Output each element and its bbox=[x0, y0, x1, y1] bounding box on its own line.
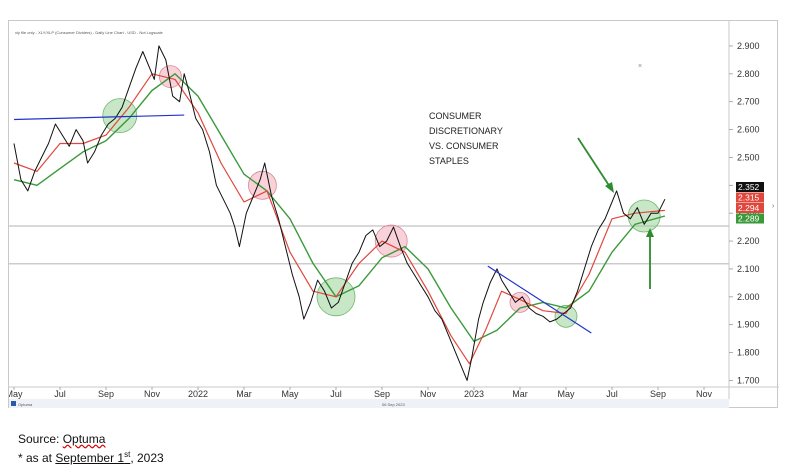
annotation-line-1: CONSUMER bbox=[429, 111, 482, 121]
trendline-0 bbox=[13, 114, 185, 121]
x-tick-label-8: Sep bbox=[374, 389, 390, 399]
y-tick-label-5: 2.200 bbox=[737, 236, 760, 246]
as-at-year: , 2023 bbox=[130, 451, 164, 465]
chart-frame: xly file only - XLY/XLP (Consumer Divide… bbox=[8, 20, 779, 408]
y-tick-label-8: 2.500 bbox=[737, 152, 760, 162]
price-tag-label-2: 2.294 bbox=[738, 203, 760, 213]
small-x-marker: × bbox=[638, 63, 642, 70]
annotation-line-4: STAPLES bbox=[429, 156, 469, 166]
x-tick-label-13: Jul bbox=[606, 389, 618, 399]
annotation-line-3: VS. CONSUMER bbox=[429, 141, 499, 151]
arrows: × bbox=[577, 63, 654, 289]
y-tick-label-0: 1.700 bbox=[737, 375, 760, 385]
watermark-bar bbox=[9, 399, 729, 408]
chart-header-text: xly file only - XLY/XLP (Consumer Divide… bbox=[15, 30, 163, 35]
price-tag-label-3: 2.289 bbox=[738, 214, 760, 224]
watermark-logo-icon bbox=[11, 401, 16, 406]
trendline-1 bbox=[487, 265, 592, 334]
green-circle-0 bbox=[102, 98, 138, 134]
x-tick-label-5: Mar bbox=[236, 389, 252, 399]
x-tick-label-12: May bbox=[557, 389, 575, 399]
y-tick-label-11: 2.800 bbox=[737, 69, 760, 79]
price-tag-bg-3 bbox=[736, 213, 764, 224]
y-tick-label-12: 2.900 bbox=[737, 41, 760, 51]
price-tag-bg-2 bbox=[736, 203, 764, 213]
y-tick-label-3: 2.000 bbox=[737, 292, 760, 302]
source-prefix: Source: bbox=[18, 432, 63, 446]
price-chart: xly file only - XLY/XLP (Consumer Divide… bbox=[9, 21, 779, 408]
x-tick-label-7: Jul bbox=[330, 389, 342, 399]
as-at-line: * as at September 1st, 2023 bbox=[18, 447, 164, 466]
as-at-month-day: September 1 bbox=[55, 451, 125, 465]
x-tick-label-3: Nov bbox=[144, 389, 161, 399]
x-tick-label-9: Nov bbox=[420, 389, 437, 399]
watermark-text: Optuma bbox=[18, 402, 33, 407]
price-tag-label-0: 2.352 bbox=[738, 182, 760, 192]
x-tick-label-14: Sep bbox=[650, 389, 666, 399]
source-name: Optuma bbox=[62, 432, 106, 446]
y-tick-label-9: 2.600 bbox=[737, 125, 760, 135]
pink-circle-2 bbox=[247, 170, 277, 200]
x-tick-label-10: 2023 bbox=[464, 389, 484, 399]
x-tick-label-0: May bbox=[9, 389, 23, 399]
price-tag-label-1: 2.315 bbox=[738, 193, 760, 203]
x-tick-label-6: May bbox=[281, 389, 299, 399]
arrow-diagonal-head bbox=[605, 182, 614, 193]
y-tick-label-10: 2.700 bbox=[737, 97, 760, 107]
price-tag-bg-1 bbox=[736, 192, 764, 203]
y-tick-label-1: 1.800 bbox=[737, 348, 760, 358]
arrow-vertical-head bbox=[646, 228, 654, 237]
y-tick-label-2: 1.900 bbox=[737, 320, 760, 330]
as-at-date: September 1st bbox=[55, 450, 131, 465]
x-tick-label-11: Mar bbox=[512, 389, 528, 399]
fast-ma-line bbox=[13, 73, 665, 365]
annotation: CONSUMER DISCRETIONARY VS. CONSUMER STAP… bbox=[429, 111, 503, 166]
x-tick-label-1: Jul bbox=[54, 389, 66, 399]
arrow-diagonal bbox=[577, 137, 611, 188]
as-at-sup: st bbox=[124, 450, 131, 459]
y-tick-label-4: 2.100 bbox=[737, 264, 760, 274]
x-tick-label-15: Nov bbox=[696, 389, 713, 399]
right-edge-glyph: › bbox=[772, 203, 775, 210]
y-tick-label-6: 2.300 bbox=[737, 208, 760, 218]
source-line: Source: Optuma bbox=[18, 431, 164, 447]
x-tick-label-2: Sep bbox=[98, 389, 114, 399]
price-tag-bg-0 bbox=[736, 182, 764, 192]
source-block: Source: Optuma * as at September 1st, 20… bbox=[18, 431, 164, 466]
price-line bbox=[13, 45, 666, 381]
as-at-prefix: * as at bbox=[18, 451, 56, 465]
annotation-line-2: DISCRETIONARY bbox=[429, 126, 503, 136]
x-tick-label-4: 2022 bbox=[188, 389, 208, 399]
footer-date: 06 Sep 2023 bbox=[382, 402, 405, 407]
